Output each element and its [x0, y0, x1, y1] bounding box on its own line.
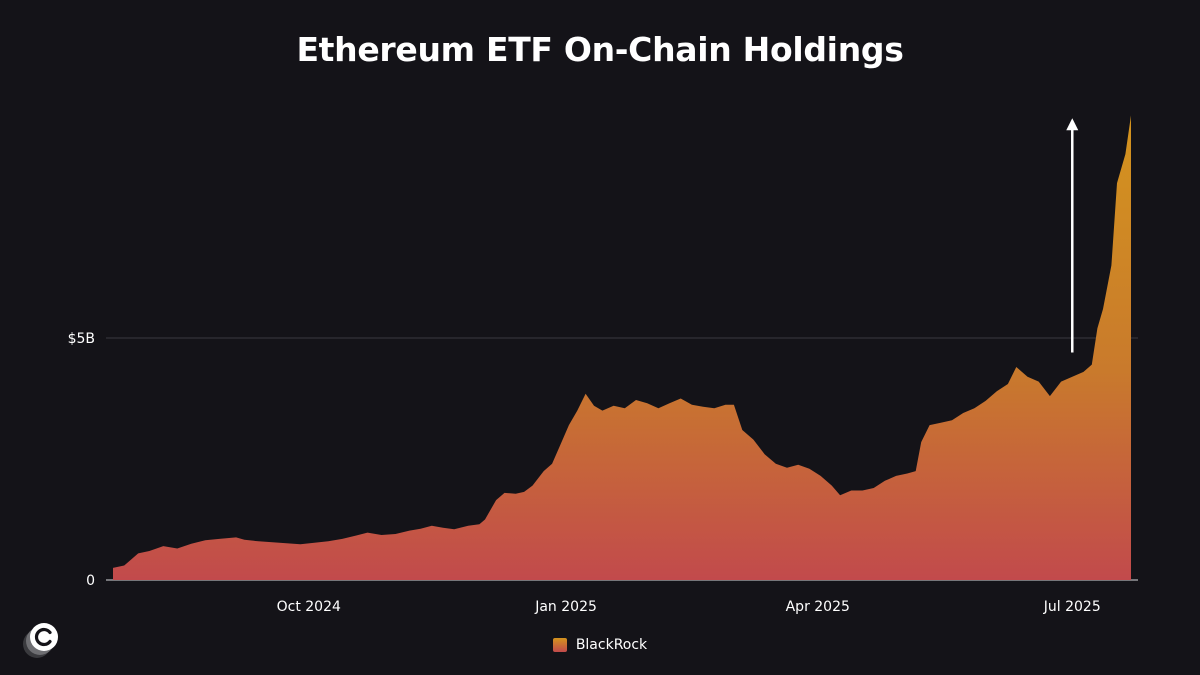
c-logo-icon — [23, 623, 58, 658]
x-axis-ticks: Oct 2024 Jan 2025 Apr 2025 Jul 2025 — [277, 599, 1101, 615]
series-area — [113, 115, 1131, 581]
legend-label-blackrock: BlackRock — [575, 637, 648, 653]
legend-swatch-blackrock — [552, 638, 567, 652]
area-series-blackrock — [113, 115, 1131, 581]
chart-title: Ethereum ETF On-Chain Holdings — [296, 30, 904, 69]
x-tick-label: Apr 2025 — [786, 599, 850, 615]
x-tick-label: Oct 2024 — [277, 599, 341, 615]
y-axis-ticks: 0 $5B — [68, 331, 95, 589]
legend: BlackRock — [0, 637, 1200, 653]
y-tick-label: 0 — [86, 573, 95, 589]
annotation-arrow-head — [1066, 118, 1079, 131]
y-tick-label: $5B — [68, 331, 95, 347]
x-tick-label: Jan 2025 — [534, 599, 597, 615]
annotations — [1066, 118, 1079, 353]
x-tick-label: Jul 2025 — [1043, 599, 1101, 615]
